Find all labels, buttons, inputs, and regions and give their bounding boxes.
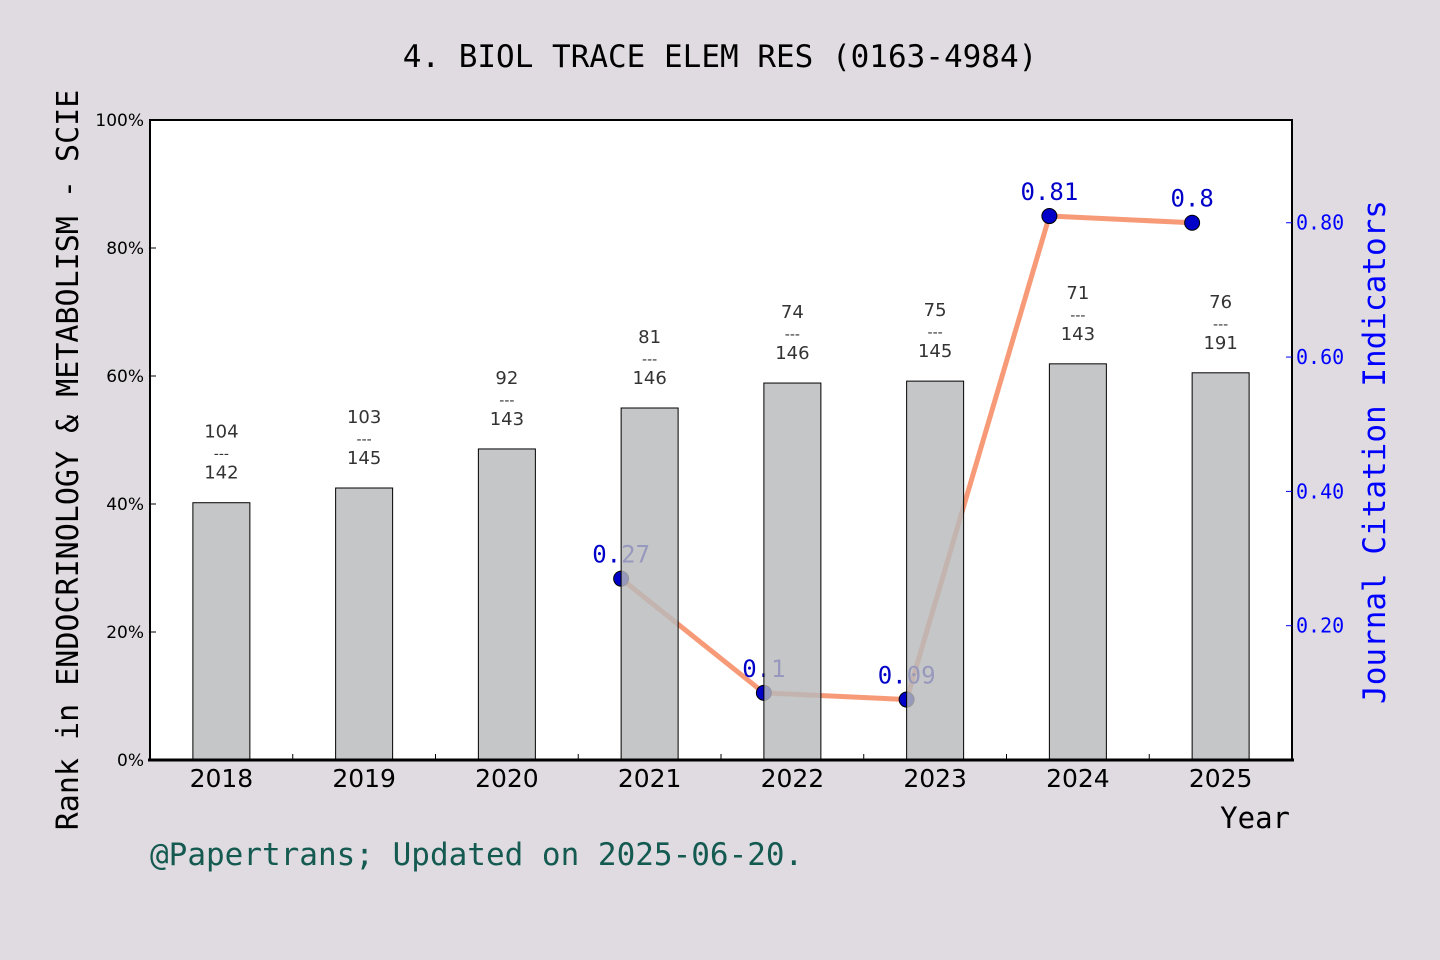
rank-label: 74	[781, 302, 804, 323]
jci-label: 0.81	[1020, 178, 1078, 206]
x-tick-label: 2020	[475, 764, 539, 793]
x-tick-label: 2019	[332, 764, 396, 793]
x-axis-label: Year	[1220, 801, 1290, 835]
bar-2020	[477, 448, 536, 761]
jci-point	[1184, 214, 1201, 231]
y-tick-label: 100%	[95, 111, 144, 131]
plot-area	[150, 120, 1292, 760]
rank-label: 81	[638, 327, 661, 348]
y2-tick-label: 0.20	[1296, 614, 1344, 638]
rank-total: 143	[490, 409, 524, 430]
chart-title: 4. BIOL TRACE ELEM RES (0163-4984)	[403, 39, 1038, 75]
bar-2025	[1191, 372, 1250, 761]
rank-label: 104	[204, 422, 238, 443]
bar-2024	[1048, 363, 1107, 761]
y-tick-label: 80%	[106, 239, 144, 259]
jci-label: 0.8	[1170, 185, 1213, 213]
rank-separator: ---	[785, 327, 800, 343]
x-tick-label: 2024	[1046, 764, 1110, 793]
rank-total: 145	[347, 448, 381, 469]
y-tick-label: 40%	[106, 495, 144, 515]
rank-separator: ---	[499, 393, 514, 409]
y-axis-label: Rank in ENDOCRINOLOGY & METABOLISM - SCI…	[51, 90, 86, 831]
y-tick-label: 0%	[117, 751, 144, 771]
x-tick-label: 2021	[618, 764, 682, 793]
rank-separator: ---	[357, 432, 372, 448]
rank-total: 191	[1203, 333, 1237, 354]
x-tick-label: 2025	[1189, 764, 1253, 793]
bar-2021	[620, 407, 679, 761]
y2-tick-label: 0.80	[1296, 211, 1344, 235]
rank-total: 142	[204, 463, 238, 484]
rank-separator: ---	[642, 352, 657, 368]
y2-tick-label: 0.60	[1296, 345, 1344, 369]
bar-2018	[192, 502, 251, 761]
y-tick-label: 60%	[106, 367, 144, 387]
rank-label: 76	[1209, 292, 1232, 313]
rank-total: 146	[775, 343, 809, 364]
rank-separator: ---	[214, 447, 229, 463]
bar-2019	[335, 487, 394, 761]
rank-label: 92	[495, 368, 518, 389]
rank-label: 75	[924, 300, 947, 321]
x-tick-label: 2023	[903, 764, 967, 793]
rank-label: 71	[1066, 283, 1089, 304]
y-tick-label: 20%	[106, 623, 144, 643]
rank-separator: ---	[928, 325, 943, 341]
rank-total: 143	[1061, 324, 1095, 345]
jci-point	[1041, 208, 1058, 225]
x-tick-label: 2022	[761, 764, 825, 793]
rank-label: 103	[347, 407, 381, 428]
rank-total: 146	[632, 368, 666, 389]
rank-separator: ---	[1213, 317, 1228, 333]
y2-axis-label: Journal Citation Indicators	[1357, 200, 1393, 704]
bar-2022	[763, 382, 822, 761]
x-tick-label: 2018	[190, 764, 254, 793]
y2-tick-label: 0.40	[1296, 479, 1344, 503]
rank-separator: ---	[1070, 308, 1085, 324]
footer-credit: @Papertrans; Updated on 2025-06-20.	[150, 837, 803, 873]
rank-total: 145	[918, 341, 952, 362]
bar-2023	[906, 380, 965, 761]
